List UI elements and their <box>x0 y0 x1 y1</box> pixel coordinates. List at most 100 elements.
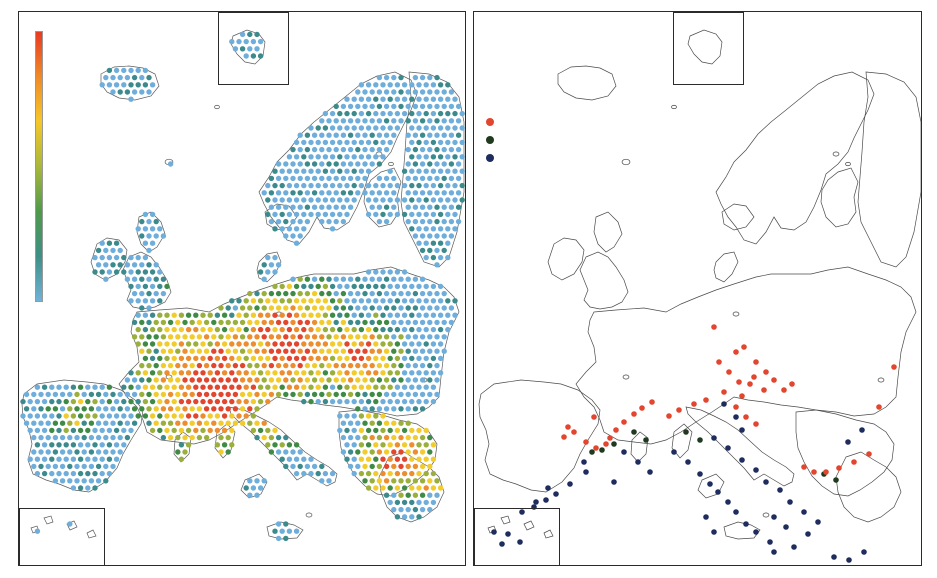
grid-cell-dot <box>124 262 131 268</box>
grid-cell-dot <box>452 139 458 146</box>
grid-cell-dot <box>193 326 199 333</box>
grid-cell-dot <box>257 384 264 390</box>
grid-cell-dot <box>427 434 433 441</box>
grid-cell-dot <box>347 449 354 455</box>
grid-cell-dot <box>203 434 210 441</box>
grid-cell-dot <box>139 391 145 398</box>
grid-cell-dot <box>301 456 307 462</box>
occurrence-dot-navy <box>861 549 867 555</box>
coastline-20 <box>66 520 78 531</box>
grid-cell-dot <box>189 319 195 326</box>
grid-cell-dot <box>160 319 167 326</box>
grid-cell-dot <box>247 478 253 484</box>
grid-cell-dot <box>110 89 116 95</box>
grid-cell-dot <box>20 413 26 419</box>
grid-cell-dot <box>409 370 415 376</box>
grid-cell-dot <box>272 312 278 318</box>
grid-cell-dot <box>405 420 411 426</box>
grid-cell-dot <box>236 370 242 376</box>
grid-cell-dot <box>157 370 163 376</box>
coastline-30 <box>671 104 677 110</box>
grid-cell-dot <box>387 283 393 290</box>
grid-cell-dot <box>340 103 347 110</box>
grid-cell-dot <box>95 434 102 441</box>
grid-cell-dot <box>416 370 422 376</box>
grid-cell-dot <box>196 420 203 426</box>
grid-cell-dot <box>376 175 383 182</box>
grid-cell-dot <box>261 478 267 484</box>
grid-cell-dot <box>376 161 383 167</box>
grid-cell-dot <box>74 434 80 441</box>
grid-cell-dot <box>290 204 296 210</box>
grid-cell-dot <box>297 132 303 138</box>
grid-cell-dot <box>459 154 465 160</box>
species-richness-map-panel <box>18 11 466 566</box>
grid-cell-dot <box>391 132 397 138</box>
occurrence-dot-navy <box>499 541 505 547</box>
grid-cell-dot <box>257 398 264 405</box>
grid-cell-dot <box>362 377 368 383</box>
grid-cell-dot <box>427 161 433 167</box>
grid-cell-dot <box>200 384 206 390</box>
grid-cell-dot <box>351 427 357 434</box>
grid-cell-dot <box>351 470 357 477</box>
grid-cell-dot <box>419 233 426 239</box>
grid-cell-dot <box>56 384 62 390</box>
grid-cell-dot <box>351 370 357 376</box>
grid-cell-dot <box>376 103 383 110</box>
grid-cell-dot <box>99 398 105 405</box>
grid-cell-dot <box>351 355 357 362</box>
grid-cell-dot <box>391 118 397 124</box>
grid-cell-dot <box>146 290 152 297</box>
grid-cell-dot <box>265 398 271 405</box>
grid-cell-dot <box>383 190 390 196</box>
grid-cell-dot <box>164 312 170 318</box>
grid-cell-dot <box>211 406 217 412</box>
grid-cell-dot <box>365 197 372 203</box>
grid-cell-dot <box>369 118 375 124</box>
grid-cell-dot <box>329 182 336 189</box>
grid-cell-dot <box>272 283 278 290</box>
grid-cell-dot <box>124 89 131 95</box>
grid-cell-dot <box>427 334 433 340</box>
grid-cell-dot <box>329 355 336 362</box>
grid-cell-dot <box>362 406 368 412</box>
grid-cell-dot <box>85 456 91 462</box>
grid-cell-dot <box>254 434 260 441</box>
grid-cell-dot <box>394 197 401 203</box>
grid-cell-dot <box>416 283 422 290</box>
grid-cell-dot <box>455 204 462 210</box>
grid-cell-dot <box>430 254 437 261</box>
grid-cell-dot <box>430 442 437 448</box>
grid-cell-dot <box>401 269 408 275</box>
grid-cell-dot <box>218 362 224 369</box>
grid-cell-dot <box>430 398 437 405</box>
grid-cell-dot <box>344 370 350 376</box>
grid-cell-dot <box>373 442 379 448</box>
grid-cell-dot <box>416 427 422 434</box>
coastline-10 <box>547 237 585 281</box>
grid-cell-dot <box>427 290 433 297</box>
grid-cell-dot <box>437 168 444 174</box>
grid-cell-dot <box>427 233 433 239</box>
grid-cell-dot <box>391 463 397 470</box>
grid-cell-dot <box>373 211 379 218</box>
grid-cell-dot <box>135 370 141 376</box>
grid-cell-dot <box>401 499 408 506</box>
occurrence-dot-green <box>589 449 595 455</box>
grid-cell-dot <box>193 341 199 347</box>
grid-cell-dot <box>405 103 411 110</box>
grid-cell-dot <box>419 334 426 340</box>
grid-cell-dot <box>380 283 386 290</box>
grid-cell-dot <box>347 132 354 138</box>
grid-cell-dot <box>236 312 242 318</box>
grid-cell-dot <box>373 139 379 146</box>
grid-cell-dot <box>142 226 149 232</box>
grid-cell-dot <box>365 427 372 434</box>
grid-cell-dot <box>149 82 156 88</box>
grid-cell-dot <box>423 139 429 146</box>
grid-cell-dot <box>293 528 300 534</box>
grid-cell-dot <box>344 312 350 318</box>
grid-cell-dot <box>49 442 55 448</box>
grid-cell-dot <box>265 341 271 347</box>
